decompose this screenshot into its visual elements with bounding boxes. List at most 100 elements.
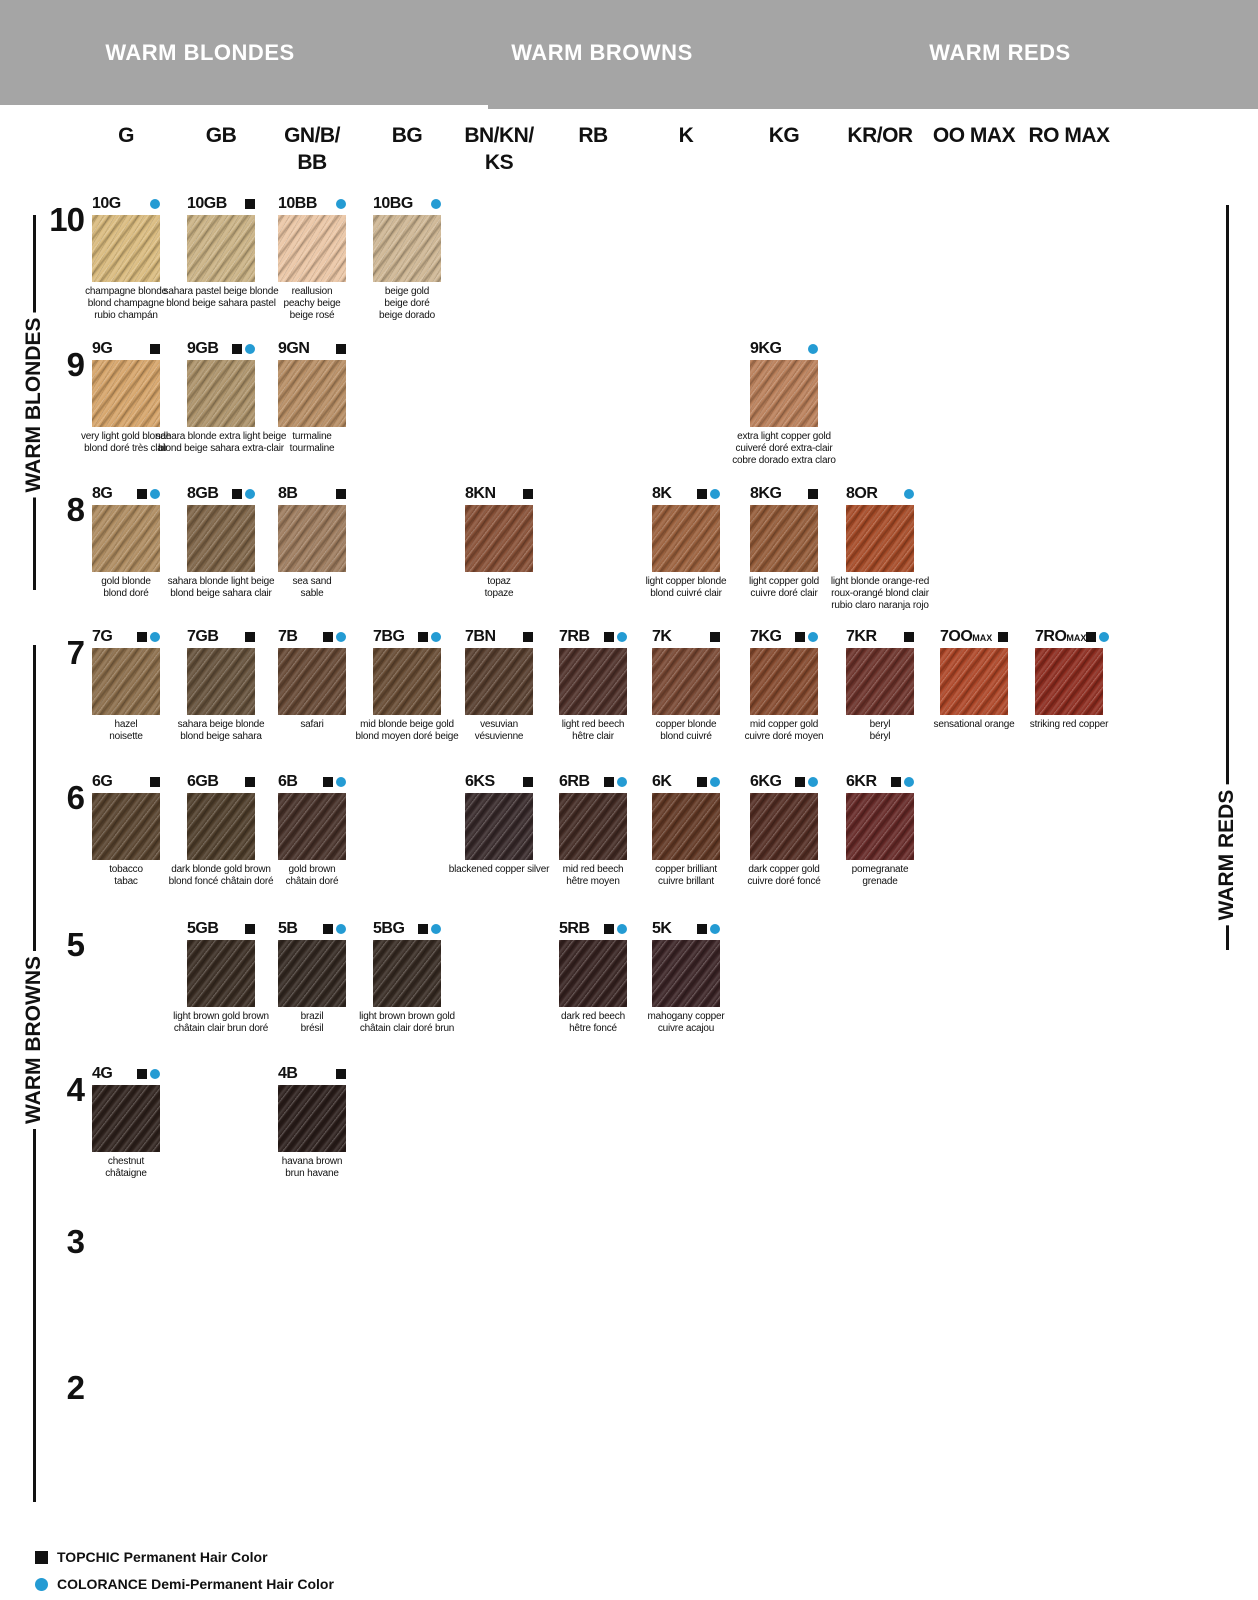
swatch-markers (697, 489, 720, 499)
swatch-header: 7B (278, 628, 346, 646)
swatch-code: 8K (652, 485, 672, 502)
topchic-square-icon (795, 632, 805, 642)
swatch-name-lines: beryl béryl (869, 719, 891, 742)
swatch-markers (245, 777, 255, 787)
swatch-header: 6KR (846, 773, 914, 791)
swatch-code: 7OOMAX (940, 628, 993, 645)
hair-color-swatch (92, 360, 160, 427)
swatch-name-lines: sahara blonde light beige blond beige sah… (167, 576, 275, 599)
swatch-name-lines: gold brown châtain doré (285, 864, 339, 887)
legend-colorance-label: COLORANCE Demi-Permanent Hair Color (57, 1576, 334, 1592)
swatch-markers (245, 632, 255, 642)
swatch-markers (604, 777, 627, 787)
swatch-code: 5GB (187, 920, 219, 937)
swatch-code: 10BG (373, 195, 413, 212)
topchic-square-icon (604, 632, 614, 642)
colorance-dot-icon (150, 1069, 160, 1079)
row-level-5: 5 (66, 926, 85, 963)
topchic-square-icon (137, 632, 147, 642)
hair-color-swatch (465, 505, 533, 572)
swatch-header: 9GN (278, 340, 346, 358)
swatch-code: 7BN (465, 628, 496, 645)
warm-reds-bracket-line (1226, 205, 1229, 950)
row-level-9: 9 (66, 346, 85, 383)
swatch-name-lines: vesuvian vésuvienne (474, 719, 524, 742)
topchic-square-icon (137, 489, 147, 499)
row-level-3: 3 (66, 1223, 85, 1260)
swatch-header: 9KG (750, 340, 818, 358)
swatch-code: 8B (278, 485, 298, 502)
swatch-markers (795, 777, 818, 787)
hair-color-swatch (652, 793, 720, 860)
swatch-code: 4B (278, 1065, 298, 1082)
swatch-header: 4B (278, 1065, 346, 1083)
colorance-dot-icon (431, 924, 441, 934)
swatch-code: 10GB (187, 195, 227, 212)
hair-color-swatch (278, 793, 346, 860)
column-header-oo-max: OO MAX (932, 124, 1016, 147)
swatch-markers (418, 632, 441, 642)
topchic-square-icon (245, 632, 255, 642)
topchic-square-icon (795, 777, 805, 787)
swatch-markers (336, 199, 346, 209)
swatch-header: 6K (652, 773, 720, 791)
swatch-name-lines: dark red beech hêtre foncé (561, 1011, 625, 1034)
swatch-markers (904, 489, 914, 499)
colorance-dot-icon (336, 777, 346, 787)
topchic-square-icon (523, 632, 533, 642)
hair-color-swatch (846, 505, 914, 572)
hair-color-swatch (187, 215, 255, 282)
hair-color-swatch (750, 793, 818, 860)
swatch-name-lines: chestnut châtaigne (105, 1156, 147, 1179)
swatch-code: 6GB (187, 773, 219, 790)
colorance-dot-icon (150, 632, 160, 642)
swatch-header: 7BG (373, 628, 441, 646)
hair-color-swatch (1035, 648, 1103, 715)
swatch-name-lines: topaz topaze (484, 576, 514, 599)
colorance-dot-icon (617, 777, 627, 787)
hair-color-swatch (846, 793, 914, 860)
swatch-code: 6KR (846, 773, 877, 790)
hair-color-swatch (187, 505, 255, 572)
hair-color-swatch (559, 940, 627, 1007)
topchic-square-icon (245, 199, 255, 209)
swatch-markers (150, 777, 160, 787)
swatch-name-lines: tobacco tabac (109, 864, 143, 887)
swatch-name-lines: hazel noisette (109, 719, 143, 742)
swatch-header: 8GB (187, 485, 255, 503)
swatch-header: 9GB (187, 340, 255, 358)
swatch-name-lines: light copper gold cuivre doré clair (749, 576, 819, 599)
swatch-markers (604, 924, 627, 934)
swatch-code: 7BG (373, 628, 405, 645)
topchic-square-icon (697, 489, 707, 499)
swatch-name-lines: light brown brown gold châtain clair doré… (359, 1011, 455, 1034)
hair-color-swatch (465, 793, 533, 860)
hair-color-swatch (940, 648, 1008, 715)
header-bar: WARM BLONDES WARM BROWNS WARM REDS (0, 0, 1258, 105)
swatch-name-lines: mid blonde beige gold blond moyen doré be… (355, 719, 459, 742)
section-title-warm-reds: WARM REDS (929, 40, 1071, 65)
colorance-dot-icon (710, 924, 720, 934)
swatch-code: 9GB (187, 340, 219, 357)
swatch-header: 7BN (465, 628, 533, 646)
colorance-dot-icon (904, 489, 914, 499)
swatch-markers (808, 344, 818, 354)
swatch-header: 10G (92, 195, 160, 213)
swatch-header: 7ROMAX (1035, 628, 1110, 646)
column-header-rb: RB (578, 124, 608, 147)
hair-color-swatch (278, 360, 346, 427)
hair-color-swatch (559, 793, 627, 860)
row-level-10: 10 (49, 201, 85, 238)
swatch-code: 8G (92, 485, 113, 502)
swatch-markers (604, 632, 627, 642)
swatch-name-lines: champagne blonde blond champagne rubio cha… (85, 286, 167, 321)
swatch-name-lines: blackened copper silver (448, 864, 550, 875)
swatch-code: 6G (92, 773, 113, 790)
row-level-7: 7 (66, 634, 85, 671)
swatch-code: 8KN (465, 485, 496, 502)
swatch-header: 10BB (278, 195, 346, 213)
swatch-code: 6RB (559, 773, 590, 790)
swatch-header: 7G (92, 628, 160, 646)
topchic-square-icon (245, 777, 255, 787)
column-header-bg: BG (391, 124, 423, 147)
